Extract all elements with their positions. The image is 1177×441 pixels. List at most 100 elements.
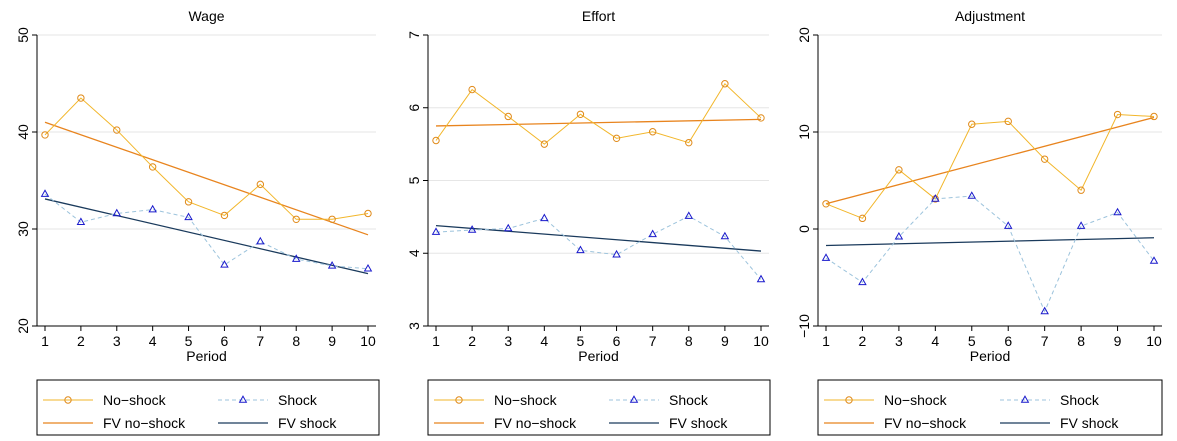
legend: No−shock Shock FV no−shock FV shock <box>427 379 771 436</box>
x-tick-label: 8 <box>685 333 693 349</box>
x-tick-label: 7 <box>256 333 264 349</box>
chart-title: Effort <box>582 8 615 24</box>
data-point-shock <box>184 212 193 221</box>
legend-marker-no-shock <box>845 396 853 404</box>
x-tick-label: 10 <box>753 333 769 349</box>
legend-label-fv-shock: FV shock <box>1060 415 1119 431</box>
x-tick-label: 7 <box>1041 333 1049 349</box>
data-point-no-shock <box>685 138 693 147</box>
legend-label-fv-no-shock: FV no−shock <box>884 415 967 431</box>
data-point-no-shock <box>612 134 621 143</box>
x-axis-label: Period <box>578 348 618 364</box>
data-point-no-shock <box>648 128 657 136</box>
data-point-no-shock <box>256 180 265 189</box>
y-tick-label: 40 <box>15 124 31 140</box>
data-point-shock <box>576 245 585 254</box>
data-point-no-shock <box>220 211 229 220</box>
x-tick-label: 2 <box>859 333 867 349</box>
legend-box <box>36 379 380 436</box>
y-tick-label: 30 <box>15 221 31 237</box>
series-line-fv-shock <box>435 224 762 252</box>
y-tick-label: 20 <box>796 27 812 43</box>
data-point-shock <box>291 254 301 262</box>
data-point-shock <box>1076 221 1086 229</box>
legend: No−shock Shock FV no−shock FV shock <box>817 379 1163 436</box>
series-line-fv-no-shock <box>44 121 369 236</box>
y-tick-label: 6 <box>406 104 422 112</box>
x-tick-label: 1 <box>822 333 830 349</box>
x-tick-label: 6 <box>613 333 621 349</box>
data-point-shock <box>858 277 867 286</box>
legend-box <box>427 379 771 436</box>
x-tick-label: 2 <box>77 333 85 349</box>
data-point-shock <box>967 191 977 199</box>
data-point-shock <box>76 217 86 225</box>
y-tick-label: 0 <box>796 225 812 233</box>
series-line-shock <box>44 193 369 270</box>
x-tick-label: 3 <box>504 333 512 349</box>
data-point-no-shock <box>968 120 976 128</box>
x-axis-label: Period <box>970 348 1010 364</box>
data-point-no-shock <box>41 131 49 139</box>
x-tick-label: 5 <box>577 333 585 349</box>
data-point-no-shock <box>858 214 867 223</box>
data-point-shock <box>894 231 904 240</box>
data-point-no-shock <box>822 200 830 208</box>
data-point-no-shock <box>328 215 336 224</box>
y-tick-label: 3 <box>406 322 422 330</box>
data-point-shock <box>467 225 477 233</box>
data-point-shock <box>148 204 157 213</box>
y-tick-label: 50 <box>15 27 31 43</box>
y-tick-label: 7 <box>406 31 422 39</box>
x-tick-label: 9 <box>328 333 336 349</box>
data-point-shock <box>612 249 621 258</box>
x-tick-label: 5 <box>968 333 976 349</box>
data-point-no-shock <box>895 166 903 174</box>
x-tick-label: 10 <box>1146 333 1162 349</box>
x-tick-label: 1 <box>432 333 440 349</box>
chart-panel-2: Effort 3 4 5 6 7 1 2 3 4 5 6 7 8 9 10 Period No−shock Shoc… <box>406 8 771 436</box>
x-tick-label: 6 <box>221 333 229 349</box>
data-point-shock <box>648 229 657 238</box>
series-line-fv-no-shock <box>435 118 762 127</box>
series-line-no-shock <box>435 82 762 145</box>
data-point-shock <box>821 253 831 261</box>
data-point-shock <box>256 236 265 245</box>
x-tick-label: 3 <box>113 333 121 349</box>
x-tick-label: 4 <box>540 333 548 349</box>
data-point-shock <box>1040 306 1049 315</box>
series-line-shock <box>825 195 1155 313</box>
data-point-shock <box>1149 256 1159 264</box>
y-tick-label: 4 <box>406 249 422 257</box>
legend-label-fv-no-shock: FV no−shock <box>494 415 577 431</box>
legend-label-fv-no-shock: FV no−shock <box>103 415 186 431</box>
x-tick-label: 5 <box>185 333 193 349</box>
legend-marker-no-shock <box>64 396 72 404</box>
series-line-no-shock <box>44 97 369 220</box>
legend-label-fv-shock: FV shock <box>278 415 337 431</box>
legend-marker-shock <box>629 395 639 403</box>
data-point-no-shock <box>1077 186 1085 194</box>
data-point-shock <box>112 208 122 217</box>
chart-title: Adjustment <box>955 8 1025 24</box>
x-axis-label: Period <box>186 348 226 364</box>
data-point-no-shock <box>1040 155 1049 163</box>
legend-marker-shock <box>1020 395 1030 403</box>
x-tick-label: 4 <box>149 333 157 349</box>
legend-label-no-shock: No−shock <box>494 392 558 408</box>
x-tick-label: 10 <box>360 333 376 349</box>
data-point-no-shock <box>504 112 512 121</box>
x-tick-label: 3 <box>895 333 903 349</box>
x-tick-label: 8 <box>1077 333 1085 349</box>
series-line-no-shock <box>825 114 1155 219</box>
data-point-shock <box>720 231 730 240</box>
legend-label-no-shock: No−shock <box>103 392 167 408</box>
data-point-shock <box>1113 207 1122 216</box>
series-line-shock <box>435 215 762 280</box>
legend-marker-shock <box>238 395 248 403</box>
data-point-no-shock <box>184 198 193 206</box>
x-tick-label: 9 <box>1114 333 1122 349</box>
chart-panel-3: Adjustment −10 0 10 20 1 2 3 4 5 6 7 8 9 10 Period No−sh… <box>796 8 1163 436</box>
data-point-shock <box>503 223 513 232</box>
